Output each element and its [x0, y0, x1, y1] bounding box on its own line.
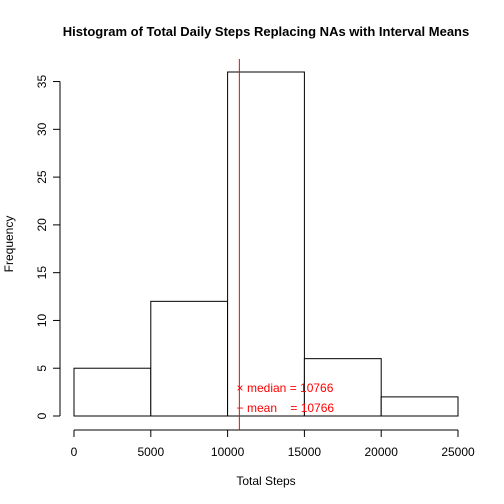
- x-tick-label: 0: [71, 445, 78, 459]
- y-tick-label: 0: [35, 412, 49, 419]
- legend-label-mean: mean = 10766: [247, 401, 334, 415]
- histogram-bar: [380, 396, 459, 417]
- chart-title: Histogram of Total Daily Steps Replacing…: [63, 24, 469, 39]
- histogram-bar: [227, 71, 305, 417]
- legend-label-median: median = 10766: [247, 381, 334, 395]
- y-axis: 0 5 10 15 20 25 30 35: [35, 75, 61, 419]
- x-axis-label: Total Steps: [236, 474, 295, 488]
- y-tick-label: 25: [35, 170, 49, 184]
- x-tick-label: 5000: [137, 445, 164, 459]
- histogram-bar: [303, 358, 382, 417]
- y-tick-label: 20: [35, 218, 49, 232]
- y-tick-label: 15: [35, 266, 49, 280]
- bars-group: [73, 71, 459, 417]
- x-tick-label: 20000: [365, 445, 399, 459]
- x-axis: 0 5000 10000 15000 20000 25000: [71, 429, 475, 459]
- histogram-bar: [73, 367, 152, 417]
- x-tick-label: 25000: [441, 445, 475, 459]
- histogram-bar: [150, 300, 229, 417]
- legend-symbol-median: ×: [236, 381, 243, 395]
- y-tick-label: 30: [35, 122, 49, 136]
- y-tick-label: 5: [35, 365, 49, 372]
- legend: × median = 10766− mean = 10766: [236, 381, 334, 415]
- legend-symbol-mean: −: [236, 401, 243, 415]
- x-tick-label: 10000: [211, 445, 245, 459]
- y-axis-label: Frequency: [2, 216, 16, 273]
- x-tick-label: 15000: [288, 445, 322, 459]
- y-tick-label: 10: [35, 313, 49, 327]
- y-tick-label: 35: [35, 75, 49, 89]
